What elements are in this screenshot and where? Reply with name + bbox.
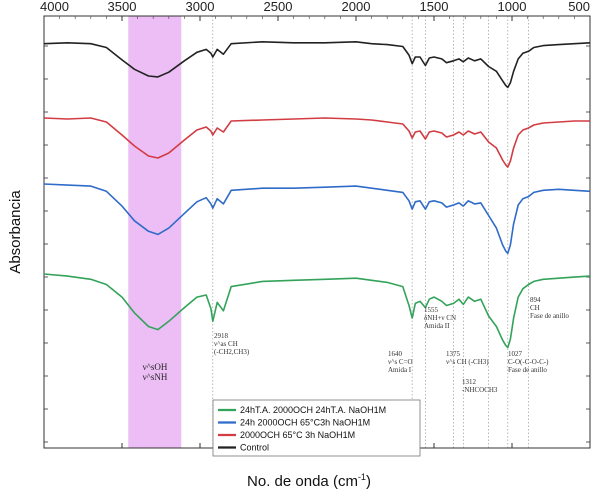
x-tick-label-3000: 3000: [186, 0, 215, 14]
x-tick-label-4000: 4000: [40, 0, 69, 14]
legend-label-3: Control: [240, 443, 269, 453]
oh-nh-highlight-band: [128, 16, 182, 448]
series-layer: [43, 41, 591, 349]
series-line-3: [43, 273, 591, 349]
annotation-1027-line-1: C-O(-C-O-C-): [508, 358, 549, 366]
annotation-1640-line-0: 1640: [388, 350, 403, 358]
legend-label-0: 24hT.A. 2000OCH 24hT.A. NaOH1M: [240, 405, 386, 415]
annotation-1555-line-2: Amida II: [424, 322, 450, 330]
annotation-1640-line-2: Amida I: [388, 366, 412, 374]
annotation-3270-line-0: ν^sOH: [143, 362, 168, 372]
x-tick-label-3500: 3500: [108, 0, 137, 14]
y-minor-ticks-layer: [44, 45, 590, 443]
annotation-894-line-2: Fase de anillo: [530, 312, 569, 320]
x-tick-label-1500: 1500: [420, 0, 449, 14]
x-tick-label-2000: 2000: [342, 0, 371, 14]
annotation-2918-line-0: 2918: [214, 332, 229, 340]
annotation-1555-line-1: δNH+ν CN: [424, 314, 456, 322]
annotation-2918-line-2: (-CH2,CH3): [214, 348, 250, 356]
legend-label-2: 2000OCH 65°C 3h NaOH1M: [240, 430, 355, 440]
annotation-2918-line-1: ν^as CH: [214, 340, 238, 348]
x-axis-title: No. de onda (cm-1): [247, 472, 371, 490]
x-ticks-layer: 4000 3500 3000 2500 2000 1500 1000 500: [40, 0, 591, 448]
x-tick-label-2500: 2500: [264, 0, 293, 14]
highlight-band-layer: [128, 16, 182, 448]
legend-label-1: 24h 2000OCH 65°C3h NaOH1M: [240, 418, 370, 428]
series-line-0: [43, 41, 591, 89]
annotation-1027-line-2: Fase de anillo: [508, 366, 547, 374]
legend: 24hT.A. 2000OCH 24hT.A. NaOH1M 24h 2000OC…: [212, 399, 421, 457]
x-tick-label-500: 500: [568, 0, 590, 14]
plot-frame: [43, 15, 591, 449]
annotation-1375-line-1: ν^s CH (-CH3): [446, 358, 489, 366]
annotation-1312-line-1: -NHCOCH3: [462, 386, 498, 394]
annotation-1640-line-1: ν^s C=O: [388, 358, 413, 366]
legend-items: 24hT.A. 2000OCH 24hT.A. NaOH1M 24h 2000OC…: [218, 405, 386, 453]
annotation-1375-line-0: 1375: [446, 350, 461, 358]
x-tick-label-1000: 1000: [498, 0, 527, 14]
annotation-1027-line-0: 1027: [508, 350, 523, 358]
legend-box: [212, 399, 421, 457]
y-axis-title: Absorbancia: [7, 190, 24, 274]
series-line-1: [43, 117, 590, 168]
annotation-1312-line-0: 1312: [462, 378, 477, 386]
annotation-3270-line-1: ν^sNH: [143, 372, 168, 382]
reference-lines-layer: [212, 16, 529, 448]
annotation-1555-line-0: 1555: [424, 306, 439, 314]
annotation-894-line-1: CH: [530, 304, 540, 312]
series-line-2: [43, 183, 591, 255]
annotation-894-line-0: 894: [530, 296, 541, 304]
